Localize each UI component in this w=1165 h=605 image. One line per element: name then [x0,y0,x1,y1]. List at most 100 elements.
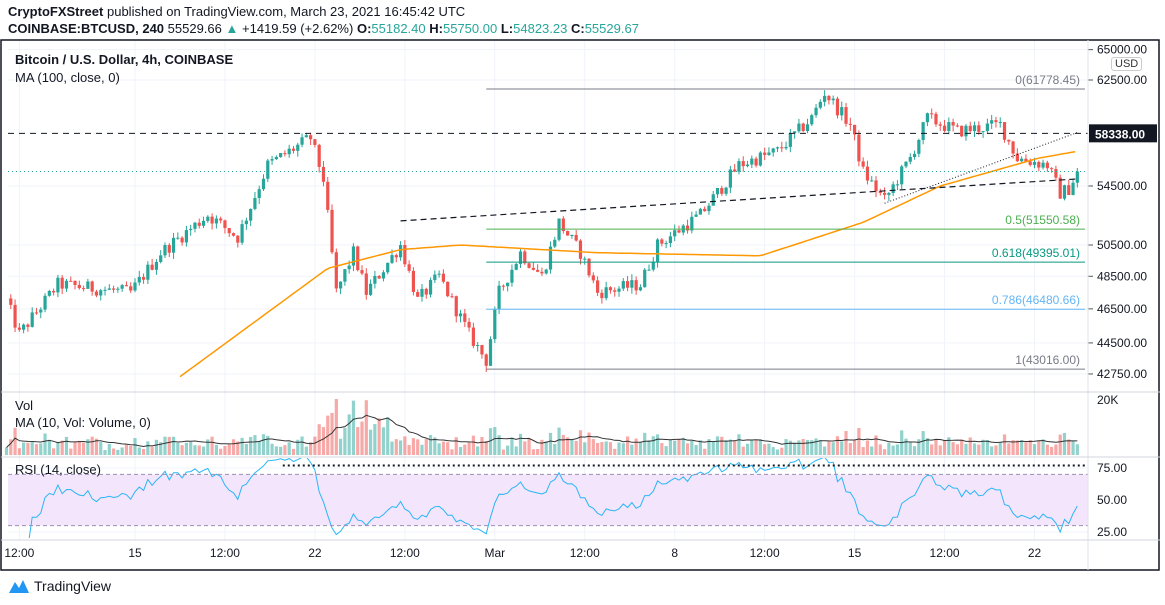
candle [22,323,26,334]
candle [364,268,368,300]
candle [1075,167,1079,188]
volume-bar [912,446,917,455]
candle [137,270,141,286]
price-pane[interactable]: 0(61778.45) 0.5(51550.58) 0.618(49395.01) 0… [5,73,1088,378]
candle [968,121,972,133]
volume-bar [347,414,351,455]
candle [818,99,822,110]
fib-level-label: 1(43016.00) [1015,353,1080,367]
fib-level-label: 0.5(51550.58) [1005,213,1080,227]
volume-bar [942,440,947,455]
volume-bar [30,442,34,455]
candle [94,289,99,298]
y-tick-label: 54500.00 [1097,179,1147,193]
candle [394,253,398,263]
candle [690,211,694,234]
candle [707,202,711,215]
volume-bar [998,441,1002,455]
volume-bar [433,437,437,455]
volume-bar [141,448,146,455]
volume-bar [90,436,94,455]
candle [240,219,244,245]
candle [831,95,835,105]
volume-bar [411,438,416,455]
volume-bar [107,443,111,455]
candle [801,122,805,133]
volume-bar [660,443,664,455]
candle [977,121,981,135]
volume-bar [111,448,116,455]
rsi-legend[interactable]: RSI (14, close) [15,462,101,477]
candle [964,123,968,141]
volume-bar [180,445,184,455]
volume-bar [424,439,428,455]
candle [531,262,535,271]
volume-bar [1007,443,1011,455]
candle [630,274,634,294]
currency-badge[interactable]: USD [1111,57,1143,71]
volume-bar [711,441,715,455]
volume-bar [608,442,613,455]
rsi-tick-label: 75.00 [1097,461,1127,475]
candle [141,273,146,284]
volume-bar [805,439,810,455]
volume-bar [103,450,107,455]
candle [43,293,47,313]
volume-bar [591,439,595,455]
volume-bar [870,446,874,455]
candle [420,283,424,302]
volume-bar [501,449,505,455]
candle [377,275,381,279]
candle [1054,165,1058,182]
volume-bar [257,441,261,455]
candle [463,309,467,328]
rsi-line [28,458,1078,538]
candle [548,241,553,274]
vol-legend[interactable]: Vol [15,398,34,413]
volume-bar [497,435,501,455]
volume-bar [694,445,698,455]
volume-bar [167,436,171,455]
candle [60,275,64,295]
volume-bar [201,446,206,455]
x-tick-label: Mar [484,546,505,560]
ma-legend[interactable]: MA (100, close, 0) [15,70,120,85]
volume-bar [823,446,827,455]
candle [231,232,236,237]
volume-bar [1041,439,1045,455]
volume-bar [47,439,51,455]
candle [942,119,947,133]
candle [621,278,625,291]
volume-bar [643,432,647,455]
candle [428,277,433,298]
volume-bar [938,445,942,455]
y-tick-label: 50500.00 [1097,238,1147,252]
candle [904,161,908,169]
symbol: COINBASE:BTCUSD, 240 [8,21,165,36]
trendline-dashed[interactable] [400,178,1078,222]
x-tick-label: 15 [128,546,142,560]
volume-bar [129,445,133,455]
volume-bar [523,441,527,455]
candle [553,236,557,249]
candle [1071,178,1075,196]
candle [960,125,964,138]
volume-bar [840,441,844,455]
vol-ma-legend[interactable]: MA (10, Vol: Volume, 0) [15,415,151,430]
candle [634,276,638,295]
volume-bar [231,439,236,455]
candle [617,286,621,297]
publisher[interactable]: CryptoFXStreet [8,4,104,19]
volume-bar [827,441,831,455]
candle [497,280,501,315]
volume-bar [758,439,762,455]
volume-bar [223,445,227,455]
volume-bar [625,436,630,455]
footer-brand[interactable]: TradingView [8,578,111,594]
trendline-dotted[interactable] [884,132,1078,204]
candle [360,265,364,276]
candle [1002,122,1007,143]
candle [745,160,750,168]
candle [39,307,43,319]
